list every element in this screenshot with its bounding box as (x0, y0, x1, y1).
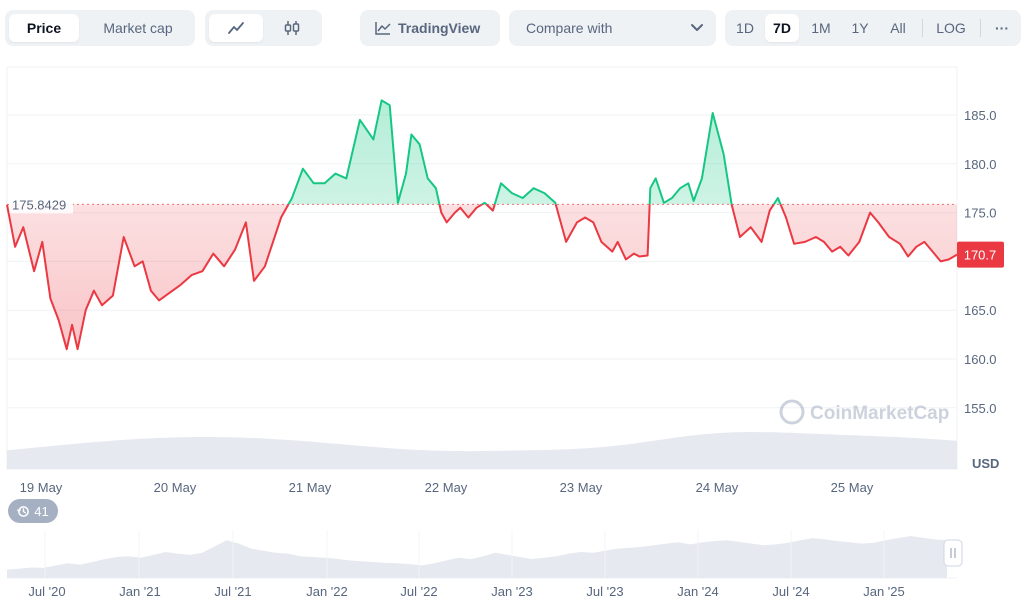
y-tick-label: 160.0 (964, 352, 997, 367)
currency-label: USD (972, 456, 999, 471)
range-divider (922, 19, 923, 37)
range-selector: 1D 7D 1M 1Y All LOG ··· (725, 10, 1021, 46)
line-chart-button[interactable] (209, 14, 263, 42)
price-area-below (7, 204, 957, 350)
y-tick-label: 165.0 (964, 303, 997, 318)
navigator-area (7, 536, 947, 578)
navigator-x-tick: Jul '20 (28, 584, 65, 599)
y-tick-label: 155.0 (964, 401, 997, 416)
candlestick-chart-button[interactable] (267, 14, 317, 42)
navigator-x-tick: Jul '24 (772, 584, 809, 599)
y-tick-label: 180.0 (964, 157, 997, 172)
tab-price[interactable]: Price (9, 14, 79, 42)
x-tick-label: 20 May (154, 480, 197, 495)
x-tick-label: 23 May (560, 480, 603, 495)
x-tick-label: 22 May (425, 480, 468, 495)
svg-text:CoinMarketCap: CoinMarketCap (810, 403, 949, 424)
coinmarketcap-watermark: CoinMarketCap (779, 399, 949, 425)
navigator-x-tick: Jan '22 (306, 584, 348, 599)
y-tick-label: 185.0 (964, 108, 997, 123)
x-tick-label: 21 May (289, 480, 332, 495)
line-chart-icon (228, 22, 244, 34)
tab-market-cap[interactable]: Market cap (103, 20, 173, 36)
candlestick-icon (284, 21, 300, 35)
chevron-down-icon (691, 24, 703, 31)
more-options-button[interactable]: ··· (995, 20, 1009, 36)
y-tick-label: 175.0 (964, 206, 997, 221)
navigator-x-tick: Jan '21 (119, 584, 161, 599)
tradingview-label: TradingView (398, 20, 481, 36)
price-line-down (6, 204, 958, 351)
navigator-x-tick: Jan '25 (863, 584, 905, 599)
history-badge[interactable]: 41 (8, 499, 58, 523)
trend-line-icon (375, 22, 391, 35)
x-tick-label: 19 May (20, 480, 63, 495)
range-1m[interactable]: 1M (811, 20, 831, 36)
current-price-badge (957, 241, 1004, 268)
chart-type-toggle (205, 10, 322, 46)
range-all[interactable]: All (890, 20, 906, 36)
navigator-x-tick: Jan '24 (677, 584, 719, 599)
current-price-label: 170.7 (964, 248, 997, 263)
navigator-x-tick: Jul '22 (400, 584, 437, 599)
x-tick-label: 24 May (696, 480, 739, 495)
range-divider-2 (980, 19, 981, 37)
range-1y[interactable]: 1Y (851, 20, 869, 36)
navigator-x-tick: Jan '23 (491, 584, 533, 599)
baseline-label: 175.8429 (12, 197, 66, 212)
range-7d[interactable]: 7D (765, 14, 799, 42)
history-count: 41 (34, 503, 49, 519)
price-marketcap-toggle: Price Market cap (5, 10, 195, 46)
navigator-x-tick: Jul '23 (586, 584, 623, 599)
log-scale-button[interactable]: LOG (936, 20, 966, 36)
volume-area (7, 432, 957, 469)
compare-with-dropdown[interactable]: Compare with (509, 10, 716, 46)
history-icon (17, 505, 30, 517)
x-tick-label: 25 May (831, 480, 874, 495)
price-area-above (7, 100, 957, 205)
tradingview-button[interactable]: TradingView (360, 10, 500, 46)
navigator-x-tick: Jul '21 (214, 584, 251, 599)
baseline-label-bg (9, 195, 73, 214)
range-1d[interactable]: 1D (736, 20, 754, 36)
navigator-handle[interactable] (943, 539, 963, 567)
compare-with-label: Compare with (526, 20, 613, 36)
